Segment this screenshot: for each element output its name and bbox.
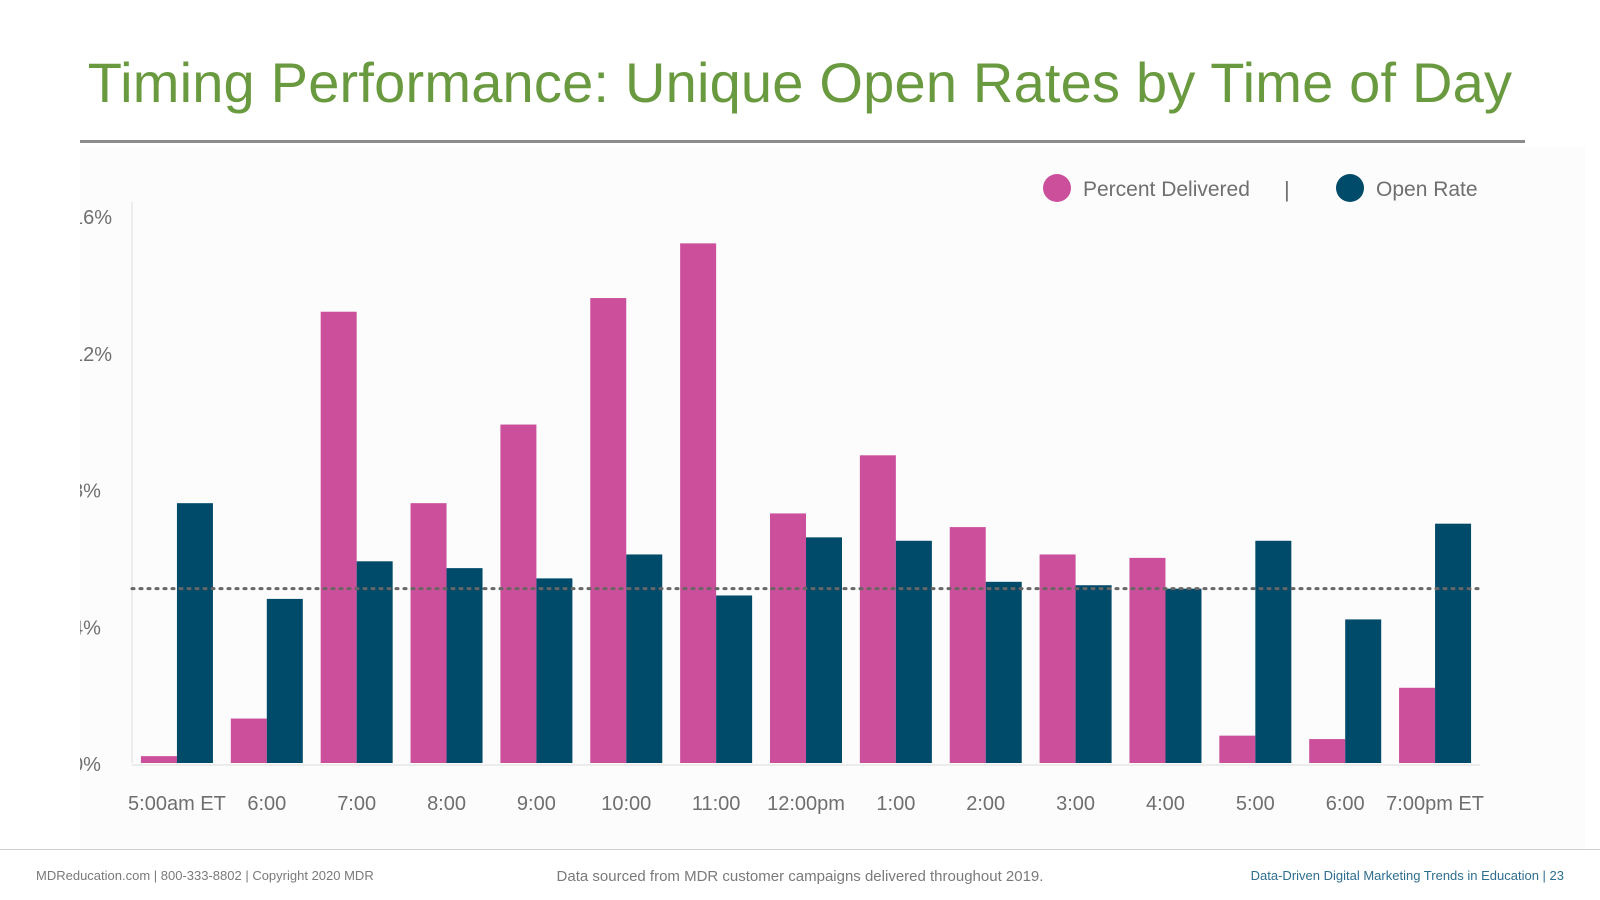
x-tick-label: 6:00 [1326,793,1365,815]
bar-open-rate [1345,619,1382,763]
chart-svg: 0% 4% 8% 12% 16% 5:00am ET 6:00 7:00 8:00 9:00 10:… [80,174,1484,815]
x-tick-label: 7:00pm ET [1386,793,1484,815]
x-tick-label: 5:00 [1236,793,1275,815]
footer-report-title: Data-Driven Digital Marketing Trends in … [1250,868,1564,883]
bar-open-rate [806,537,842,763]
legend-swatch-percent-delivered [1043,174,1071,202]
legend-label-percent-delivered: Percent Delivered [1083,178,1250,201]
footer-divider [0,849,1600,850]
bar-open-rate [356,561,393,763]
legend-label-open-rate: Open Rate [1376,178,1478,201]
bar-percent-delivered [1309,739,1346,763]
x-tick-label: 12:00pm [767,793,845,815]
bar-percent-delivered [1399,687,1436,763]
bar-open-rate [1255,540,1292,763]
x-tick-label: 7:00 [337,793,376,815]
x-tick-label: 11:00 [692,793,741,815]
bar-open-rate [895,540,932,763]
bar-percent-delivered [1219,735,1256,763]
bar-open-rate [176,503,213,763]
bar-open-rate [1435,523,1472,763]
page-title: Timing Performance: Unique Open Rates by… [87,51,1513,114]
footer-contact: MDReducation.com | 800-333-8802 | Copyri… [36,868,374,883]
y-tick-label: 12% [80,344,112,366]
y-tick-label: 4% [80,617,101,639]
bar-percent-delivered [859,455,896,763]
x-tick-label: 10:00 [601,793,651,815]
bar-percent-delivered [680,243,717,764]
bar-percent-delivered [320,311,357,763]
bar-percent-delivered [140,756,177,763]
y-tick-label: 0% [80,754,101,776]
x-tick-label: 4:00 [1146,793,1185,815]
bar-open-rate [985,581,1022,763]
bar-open-rate [536,578,573,763]
bar-percent-delivered [770,513,806,763]
bar-open-rate [1165,588,1202,763]
bar-percent-delivered [1129,557,1166,763]
bar-open-rate [626,554,663,763]
x-tick-label: 8:00 [427,793,466,815]
bar-percent-delivered [410,503,447,763]
x-tick-label: 9:00 [517,793,556,815]
title-divider [80,140,1525,143]
x-tick-label: 6:00 [247,793,286,815]
x-tick-label: 3:00 [1056,793,1095,815]
bar-percent-delivered [949,527,986,763]
bar-open-rate [1075,585,1112,763]
bar-open-rate [716,595,753,763]
x-tick-label: 1:00 [876,793,915,815]
y-tick-label: 8% [80,481,101,503]
bar-open-rate [446,568,483,763]
chart-area: 0% 4% 8% 12% 16% 5:00am ET 6:00 7:00 8:00 9:00 10:… [80,146,1585,849]
bar-percent-delivered [500,424,537,763]
bar-open-rate [266,598,303,763]
x-tick-label: 2:00 [966,793,1005,815]
x-tick-label: 5:00am ET [128,793,226,815]
legend-separator: | [1284,177,1290,202]
bar-percent-delivered [230,718,267,763]
y-tick-label: 16% [80,207,112,229]
bar-percent-delivered [590,298,627,763]
legend-swatch-open-rate [1336,174,1364,202]
bar-percent-delivered [1039,554,1076,763]
footer-source-note: Data sourced from MDR customer campaigns… [556,868,1044,885]
